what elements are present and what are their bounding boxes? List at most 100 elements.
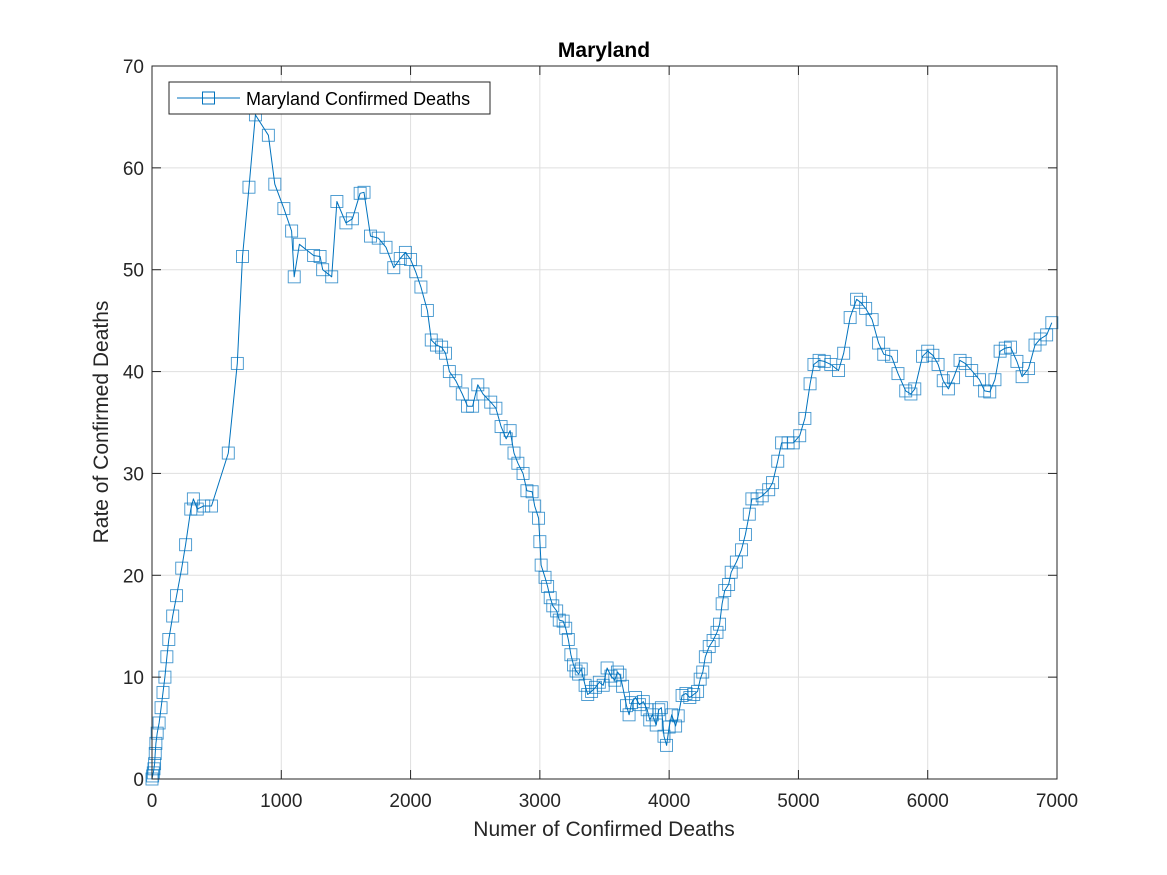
data-point (713, 617, 727, 631)
data-point (449, 374, 463, 388)
data-point (798, 411, 812, 425)
data-point (613, 668, 627, 682)
data-point (307, 249, 321, 262)
data-point (921, 344, 935, 358)
data-point (439, 346, 452, 360)
data-point (978, 384, 992, 398)
data-point (660, 738, 674, 752)
data-point (899, 384, 913, 398)
data-point (414, 280, 428, 294)
data-point (236, 250, 249, 263)
data-point (610, 665, 624, 679)
data-point (872, 336, 886, 350)
data-point (471, 378, 485, 392)
data-point (205, 499, 218, 513)
data-point (489, 401, 503, 415)
data-point (654, 701, 668, 715)
data-point (379, 240, 393, 254)
data-point (175, 561, 189, 575)
data-point (147, 762, 161, 776)
data-point (268, 177, 282, 191)
data-point (941, 382, 955, 396)
data-point (687, 688, 701, 701)
data-point (616, 679, 630, 693)
data-point (569, 664, 583, 678)
data-point (859, 301, 873, 315)
data-point (850, 292, 864, 306)
data-point (669, 719, 683, 733)
y-tick-label: 40 (123, 363, 144, 384)
data-point (936, 374, 950, 388)
data-point (766, 476, 780, 490)
data-point (652, 703, 666, 717)
data-point (353, 186, 367, 200)
data-point (148, 757, 162, 771)
data-point (958, 356, 972, 370)
grid-lines (151, 65, 1058, 780)
data-point (632, 698, 646, 712)
x-tick-label: 2000 (389, 791, 431, 812)
data-point (197, 499, 211, 513)
data-point (965, 364, 979, 378)
data-point (643, 713, 657, 727)
data-point (345, 212, 359, 226)
data-point (600, 661, 614, 675)
data-point (357, 185, 371, 199)
data-point (931, 357, 945, 371)
data-point (953, 353, 967, 367)
data-point (891, 367, 905, 381)
chart-title: Maryland (558, 39, 650, 62)
data-point (645, 708, 659, 722)
data-point (698, 650, 712, 664)
plot-area (152, 66, 1057, 779)
data-point (511, 456, 525, 470)
data-point (947, 371, 961, 385)
data-point (742, 507, 756, 521)
data-point (533, 535, 547, 549)
data-point (429, 338, 443, 352)
data-point (993, 344, 1007, 358)
data-point (762, 483, 776, 497)
y-tick-label: 70 (123, 57, 144, 78)
data-point (538, 570, 552, 584)
data-point (541, 580, 555, 593)
x-tick-label: 3000 (519, 791, 561, 812)
data-point (908, 382, 922, 396)
data-point (339, 216, 353, 230)
data-point (1004, 340, 1017, 354)
legend-entry: Maryland Confirmed Deaths (246, 89, 470, 109)
y-tick-label: 20 (123, 566, 144, 587)
data-point (771, 454, 785, 468)
y-tick-label: 30 (123, 464, 144, 485)
data-point (532, 511, 546, 525)
data-point (277, 202, 291, 216)
data-point (1015, 370, 1029, 384)
data-point (837, 346, 851, 360)
data-point (620, 699, 633, 713)
legend-marker (202, 91, 215, 105)
data-point (154, 701, 168, 715)
data-point (516, 466, 530, 480)
data-point (525, 485, 539, 499)
data-point (657, 729, 671, 743)
data-point (316, 263, 330, 277)
data-point (221, 446, 235, 460)
data-point (409, 265, 423, 279)
data-point (371, 231, 385, 245)
data-point (160, 650, 174, 664)
data-point (877, 347, 891, 361)
data-point (550, 604, 564, 618)
data-point (885, 349, 898, 363)
data-point (292, 237, 306, 251)
y-tick-label: 50 (123, 261, 144, 282)
data-point (476, 387, 490, 401)
data-point (581, 688, 595, 701)
data-point (561, 633, 575, 646)
data-point (696, 665, 710, 679)
data-point (162, 633, 176, 646)
data-point (150, 726, 164, 740)
data-point (313, 250, 327, 263)
data-point (574, 662, 588, 676)
data-point (1045, 316, 1059, 330)
x-tick-label: 6000 (907, 791, 949, 812)
